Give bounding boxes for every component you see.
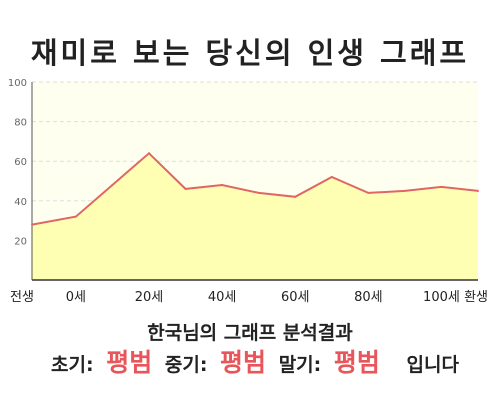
data-point — [31, 223, 33, 226]
data-point — [257, 191, 260, 194]
y-tick-label: 40 — [14, 197, 27, 208]
y-tick-label: 80 — [14, 118, 27, 129]
chart-title: 재미로 보는 당신의 인생 그래프 — [30, 36, 470, 70]
x-tick-label: 40세 — [208, 290, 237, 305]
late-value: 평범 — [333, 348, 380, 377]
data-point — [221, 183, 224, 186]
x-tick-label: 0세 — [66, 290, 86, 305]
data-point — [330, 176, 333, 179]
data-point — [367, 191, 370, 194]
x-tick-label: 60세 — [281, 290, 310, 305]
x-tick-label: 환생 — [464, 290, 488, 305]
mid-value: 평범 — [220, 348, 267, 377]
x-tick-label: 20세 — [135, 290, 164, 305]
y-tick-labels: 20 40 60 80 100 — [8, 78, 27, 247]
early-value: 평범 — [106, 348, 153, 377]
y-tick-label: 60 — [14, 157, 27, 168]
x-tick-label: 전생 — [10, 290, 34, 305]
x-tick-label: 100세 — [423, 290, 460, 305]
x-tick-label: 80세 — [354, 290, 383, 305]
data-point — [440, 185, 443, 188]
data-point — [294, 195, 297, 198]
verdict-suffix: 입니다 — [406, 354, 459, 376]
data-point — [403, 189, 406, 192]
verdict-line: 초기: 평범 중기: 평범 말기: 평범 입니다 — [0, 343, 500, 379]
analysis-summary: 한국님의 그래프 분석결과 — [147, 322, 353, 344]
y-tick-label: 100 — [8, 78, 27, 89]
data-point — [111, 183, 114, 186]
mid-label: 중기: — [164, 354, 208, 376]
data-point — [184, 187, 187, 190]
data-point — [74, 215, 77, 218]
life-area — [32, 153, 478, 280]
data-point — [477, 189, 479, 192]
late-label: 말기: — [278, 354, 322, 376]
early-label: 초기: — [51, 354, 94, 376]
x-tick-labels: 전생 0세 20세 40세 60세 80세 100세 환생 — [10, 290, 488, 305]
data-point — [147, 152, 150, 155]
y-tick-label: 20 — [14, 236, 27, 247]
